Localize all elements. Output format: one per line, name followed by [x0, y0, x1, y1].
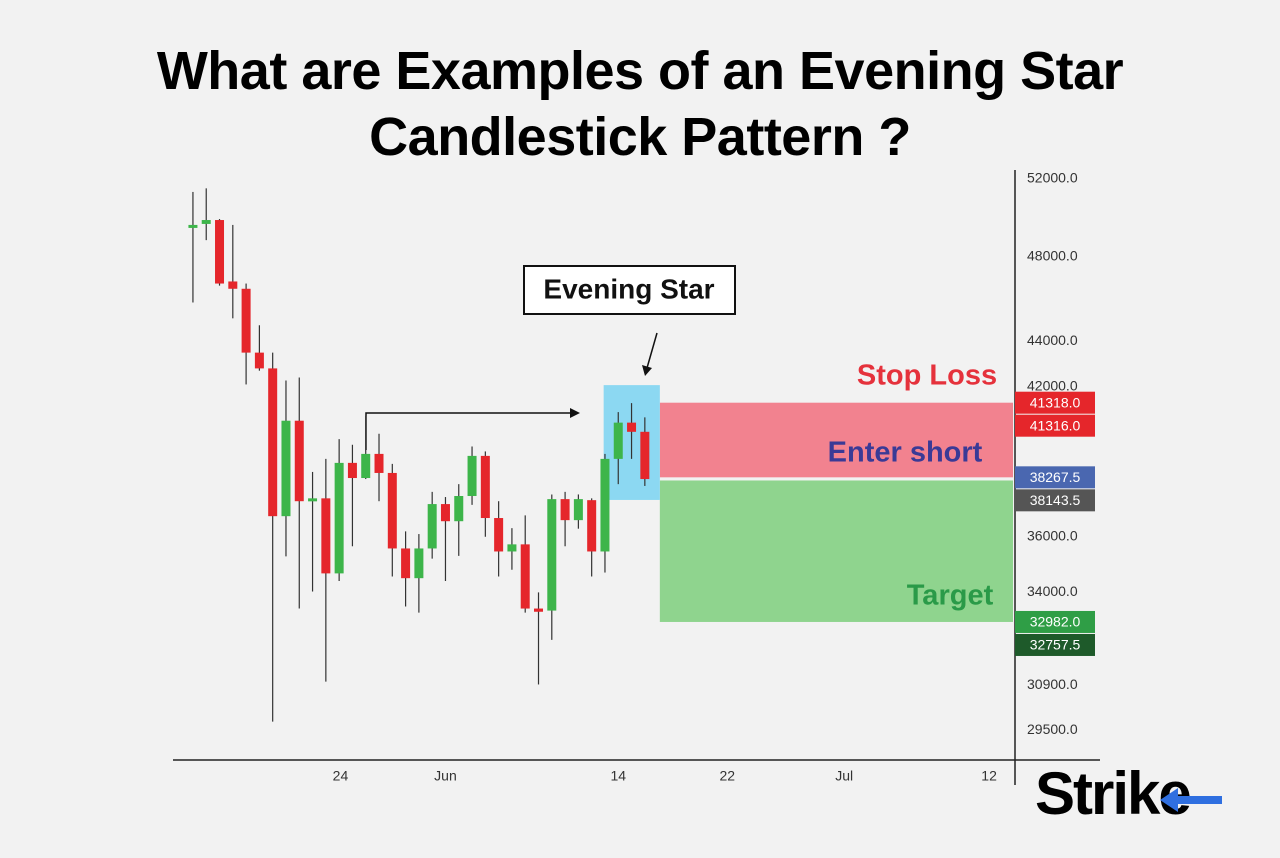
x-tick-label: Jul [835, 768, 853, 784]
candle-body [454, 496, 464, 522]
price-tag [1015, 610, 1095, 633]
candle-body [440, 504, 450, 522]
x-tick-label: Jun [434, 768, 457, 784]
candle-body [520, 544, 530, 609]
x-tick-label: 12 [981, 768, 997, 784]
y-tick-label: 36000.0 [1027, 527, 1078, 543]
price-tag [1015, 466, 1095, 489]
logo-arrow [1160, 788, 1222, 812]
candle-body [627, 422, 637, 432]
candle-body [573, 499, 583, 521]
price-tag-label: 32982.0 [1030, 614, 1081, 630]
candle-body [215, 220, 225, 284]
candle-body [374, 453, 384, 473]
price-tag [1015, 391, 1095, 414]
zone [659, 402, 1013, 478]
candle-body [361, 453, 371, 479]
candle-body [587, 500, 597, 552]
candle-body [241, 288, 251, 353]
arrow [646, 332, 658, 369]
price-tag [1015, 633, 1095, 656]
candle-body [268, 368, 278, 517]
x-tick-label: 22 [719, 768, 735, 784]
candle-body [534, 608, 544, 612]
candle-body [427, 504, 437, 549]
candle-body [308, 498, 318, 502]
candle-body [640, 431, 650, 480]
candle-body [334, 462, 344, 574]
candle-body [600, 458, 610, 552]
price-tag [1015, 489, 1095, 512]
candle-body [467, 455, 477, 497]
candle-body [294, 420, 304, 502]
candle-body [254, 352, 264, 369]
price-tag-label: 38143.5 [1030, 492, 1081, 508]
candle-body [281, 420, 291, 517]
arrow-head [570, 408, 580, 418]
y-tick-label: 30900.0 [1027, 676, 1078, 692]
candle-body [480, 455, 490, 519]
price-tag-label: 41318.0 [1030, 394, 1081, 410]
y-tick-label: 44000.0 [1027, 332, 1078, 348]
y-tick-label: 42000.0 [1027, 377, 1078, 393]
candle-body [321, 498, 331, 574]
candle-body [188, 224, 198, 228]
candle-body [347, 462, 357, 479]
candle-body [387, 472, 397, 549]
price-tag-label: 32757.5 [1030, 637, 1081, 653]
price-tag [1015, 414, 1095, 437]
y-tick-label: 52000.0 [1027, 170, 1078, 186]
candle-body [228, 281, 238, 289]
logo: Strike [1035, 760, 1190, 827]
price-tag-label: 38267.5 [1030, 469, 1081, 485]
candle-body [613, 422, 623, 459]
candle-body [494, 518, 504, 552]
candle-body [414, 548, 424, 579]
price-tag-label: 41316.0 [1030, 417, 1081, 433]
annotation-box [523, 265, 736, 315]
annotation: Stop Loss [857, 360, 997, 392]
x-tick-label: 14 [610, 768, 626, 784]
candle-body [547, 499, 557, 611]
candle-body [201, 220, 211, 224]
y-tick-label: 48000.0 [1027, 248, 1078, 264]
annotation: Enter short [828, 437, 983, 469]
y-tick-label: 34000.0 [1027, 583, 1078, 599]
annotation: Evening Star [543, 273, 714, 304]
candle-body [507, 544, 517, 552]
arrow [365, 412, 574, 450]
candle-body [401, 548, 411, 579]
annotation: Target [907, 580, 994, 612]
chart-title: What are Examples of an Evening Star Can… [156, 41, 1124, 167]
candle-body [560, 499, 570, 521]
x-tick-label: 24 [333, 768, 349, 784]
zone [659, 480, 1013, 622]
arrow-head [642, 365, 652, 376]
y-tick-label: 29500.0 [1027, 721, 1078, 737]
